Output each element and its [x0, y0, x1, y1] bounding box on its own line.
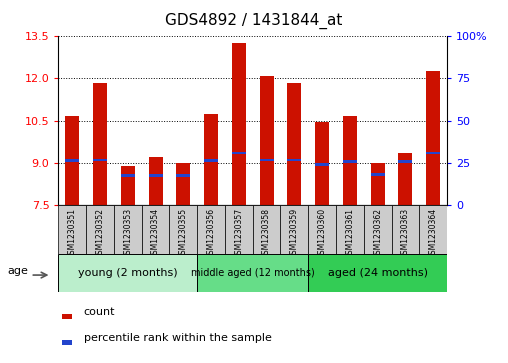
Bar — [142, 205, 170, 254]
Bar — [253, 205, 280, 254]
Bar — [66, 159, 79, 162]
Bar — [280, 205, 308, 254]
Bar — [176, 174, 190, 177]
Bar — [315, 122, 329, 205]
Text: GSM1230361: GSM1230361 — [345, 208, 355, 258]
Text: GSM1230353: GSM1230353 — [123, 208, 132, 259]
Bar — [232, 152, 246, 155]
Bar — [343, 117, 357, 205]
Bar — [315, 163, 329, 166]
Text: percentile rank within the sample: percentile rank within the sample — [84, 334, 272, 343]
Bar — [149, 174, 163, 177]
Text: middle aged (12 months): middle aged (12 months) — [191, 268, 314, 278]
Text: GSM1230363: GSM1230363 — [401, 208, 410, 259]
Text: age: age — [7, 266, 28, 276]
Bar — [114, 205, 142, 254]
Bar — [58, 254, 197, 292]
Text: count: count — [84, 307, 115, 317]
Text: GSM1230359: GSM1230359 — [290, 208, 299, 259]
Bar — [426, 72, 440, 205]
Bar — [225, 205, 253, 254]
Text: GSM1230356: GSM1230356 — [207, 208, 215, 259]
Text: aged (24 months): aged (24 months) — [328, 268, 428, 278]
Bar — [288, 159, 301, 162]
Text: GSM1230357: GSM1230357 — [234, 208, 243, 259]
Bar — [149, 157, 163, 205]
Text: young (2 months): young (2 months) — [78, 268, 178, 278]
Text: GSM1230351: GSM1230351 — [68, 208, 77, 258]
Bar — [121, 166, 135, 205]
Bar — [170, 205, 197, 254]
Bar — [204, 114, 218, 205]
Text: GSM1230355: GSM1230355 — [179, 208, 188, 259]
Text: GDS4892 / 1431844_at: GDS4892 / 1431844_at — [165, 13, 343, 29]
Text: GSM1230364: GSM1230364 — [429, 208, 438, 259]
Bar — [176, 163, 190, 205]
Bar — [58, 205, 86, 254]
Bar — [93, 159, 107, 162]
Bar — [204, 159, 218, 162]
Bar — [260, 76, 273, 205]
Bar — [288, 83, 301, 205]
Text: GSM1230354: GSM1230354 — [151, 208, 160, 259]
Bar — [197, 205, 225, 254]
Bar — [398, 153, 412, 205]
Bar — [398, 160, 412, 163]
Bar — [364, 205, 392, 254]
Bar — [371, 163, 385, 205]
Bar — [426, 152, 440, 155]
Bar — [371, 173, 385, 176]
Bar — [343, 160, 357, 163]
Text: GSM1230362: GSM1230362 — [373, 208, 382, 258]
Bar — [62, 314, 72, 319]
Bar — [232, 43, 246, 205]
Bar — [66, 117, 79, 205]
Bar — [197, 254, 308, 292]
Bar — [86, 205, 114, 254]
Bar — [62, 340, 72, 345]
Text: GSM1230358: GSM1230358 — [262, 208, 271, 258]
Bar — [392, 205, 419, 254]
Bar — [419, 205, 447, 254]
Bar — [308, 254, 447, 292]
Bar — [308, 205, 336, 254]
Bar — [336, 205, 364, 254]
Text: GSM1230360: GSM1230360 — [318, 208, 327, 259]
Text: GSM1230352: GSM1230352 — [96, 208, 105, 258]
Bar — [121, 174, 135, 177]
Bar — [93, 83, 107, 205]
Bar — [260, 159, 273, 162]
